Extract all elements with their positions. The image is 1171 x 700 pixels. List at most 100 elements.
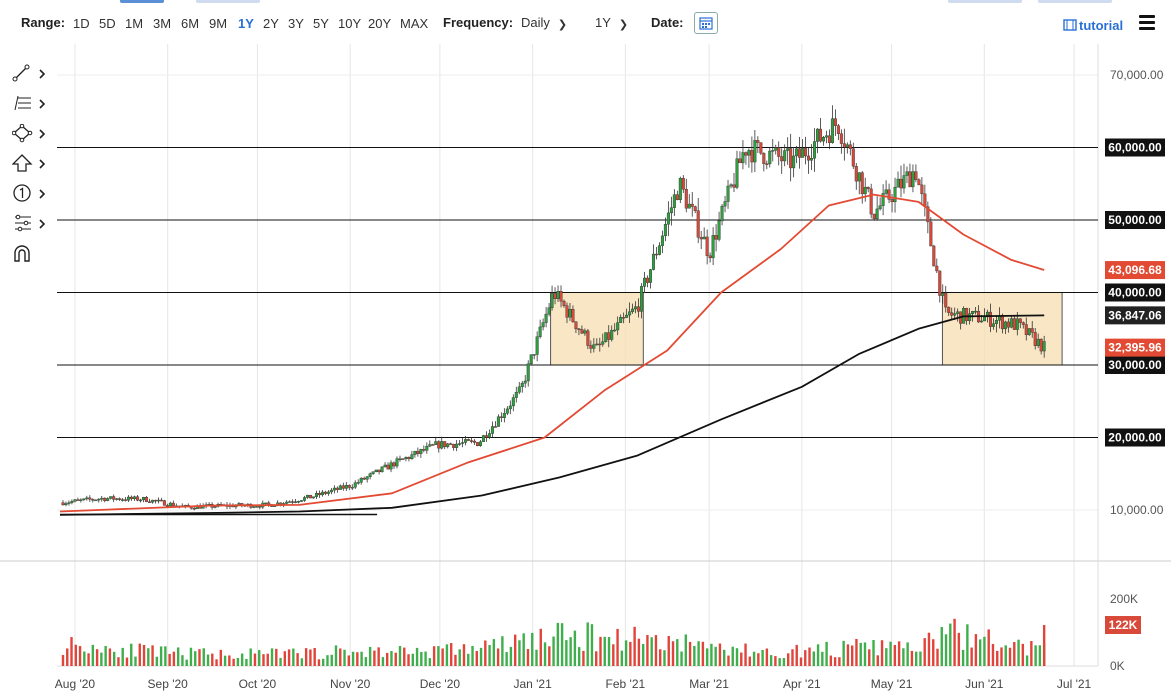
range-5y[interactable]: 5Y <box>313 16 329 31</box>
candle-body <box>648 269 652 283</box>
level-tag <box>1105 283 1165 302</box>
candle-body <box>285 501 289 504</box>
tool-annotation[interactable] <box>8 182 52 206</box>
tool-arrow[interactable] <box>8 152 52 176</box>
candle-body <box>341 485 345 489</box>
range-10y[interactable]: 10Y <box>338 16 362 31</box>
volume-bar <box>509 646 513 666</box>
range-3y[interactable]: 3Y <box>288 16 304 31</box>
tool-pattern[interactable] <box>8 212 52 236</box>
period-select[interactable]: 1Y ❯ <box>595 15 629 31</box>
candle-body <box>309 494 313 499</box>
frequency-select[interactable]: Daily ❯ <box>521 15 568 31</box>
volume-bar <box>356 652 359 666</box>
volume-bar <box>659 649 662 666</box>
volume-bar <box>902 648 905 666</box>
candle-body <box>136 496 140 501</box>
axes: Aug '20 Sep '20 Oct '20 Nov '20 Dec '20 Jan '… <box>55 68 1164 691</box>
tool-shapes[interactable] <box>8 122 52 146</box>
tab-strip[interactable] <box>1038 0 1112 3</box>
tool-fibonacci[interactable] <box>8 92 52 116</box>
tool-line[interactable] <box>8 62 52 86</box>
volume-bar <box>953 618 956 666</box>
volume-bar <box>458 649 461 666</box>
volume-bar <box>671 641 675 666</box>
candle-body <box>133 496 137 500</box>
range-3m[interactable]: 3M <box>153 16 172 31</box>
x-tick-label: Mar '21 <box>689 677 729 691</box>
candle-body <box>610 330 614 340</box>
volume-bar <box>970 647 973 666</box>
date-picker-button[interactable] <box>694 12 718 34</box>
volume-bar <box>1030 640 1033 666</box>
tutorial-link[interactable]: tutorial <box>1063 18 1123 33</box>
x-tick-label: Jan '21 <box>513 677 552 691</box>
volume-bar <box>91 644 95 666</box>
volume-bar <box>718 643 722 666</box>
volume-bar <box>919 651 922 666</box>
volume-bar <box>556 622 560 666</box>
candle-body <box>926 206 930 223</box>
volume-bar <box>194 651 197 666</box>
candle-body <box>887 189 891 200</box>
candle-body <box>1009 318 1013 328</box>
candle-body <box>389 462 393 470</box>
candle-body <box>583 330 587 334</box>
candle-body <box>335 487 339 490</box>
tool-magnet[interactable] <box>8 242 52 266</box>
volume-bar <box>351 651 355 666</box>
candle-body <box>893 186 897 203</box>
candle-body <box>690 203 694 207</box>
volume-bar <box>1004 645 1007 666</box>
volume-bar <box>326 655 329 666</box>
range-1y[interactable]: 1Y <box>238 16 254 31</box>
volume-bar <box>599 636 602 666</box>
candle-body <box>514 392 518 398</box>
menu-button[interactable] <box>1139 15 1155 33</box>
candle-body <box>464 439 468 443</box>
range-1d[interactable]: 1D <box>73 16 90 31</box>
range-label: Range: <box>21 15 66 30</box>
range-9m[interactable]: 9M <box>209 16 228 31</box>
candle-body <box>711 235 715 259</box>
candle-body <box>917 179 921 186</box>
volume-bar <box>232 658 235 666</box>
volume-bar <box>70 637 73 666</box>
candle-body <box>237 503 241 506</box>
candle-body <box>449 443 453 445</box>
candle-body <box>213 506 217 508</box>
candle-body <box>201 505 205 509</box>
candle-body <box>300 500 304 502</box>
volume-bar <box>590 624 594 666</box>
price-tag <box>1105 338 1165 357</box>
candle-body <box>947 306 951 313</box>
volume-bar <box>833 657 837 666</box>
candle-body <box>965 308 969 321</box>
range-20y[interactable]: 20Y <box>368 16 392 31</box>
candle-body <box>1012 318 1016 330</box>
volume-bar <box>334 645 338 666</box>
volume-bar <box>825 641 828 666</box>
candle-body <box>741 152 745 164</box>
volume-bar <box>744 643 747 666</box>
range-6m[interactable]: 6M <box>181 16 200 31</box>
candle-body <box>88 497 92 500</box>
volume-bar <box>842 640 845 666</box>
volume-bar <box>778 658 781 666</box>
volume-bar <box>155 656 159 666</box>
price-tag-label: 36,847.06 <box>1108 308 1162 322</box>
arrow-icon <box>12 154 46 172</box>
tab-strip[interactable] <box>948 0 1022 3</box>
range-5d[interactable]: 5D <box>99 16 116 31</box>
range-1m[interactable]: 1M <box>125 16 144 31</box>
x-tick-label: Nov '20 <box>330 677 371 691</box>
price-tags: 60,000.00 50,000.00 40,000.00 30,000.00 20,0… <box>1105 138 1165 635</box>
tab-strip[interactable] <box>196 0 260 3</box>
volume-bar <box>240 653 244 666</box>
volume-bar <box>441 648 444 666</box>
volume-bar <box>496 648 500 666</box>
tab-strip[interactable] <box>120 0 164 3</box>
range-max[interactable]: MAX <box>400 16 429 31</box>
range-2y[interactable]: 2Y <box>263 16 279 31</box>
volume-bar <box>633 626 636 666</box>
